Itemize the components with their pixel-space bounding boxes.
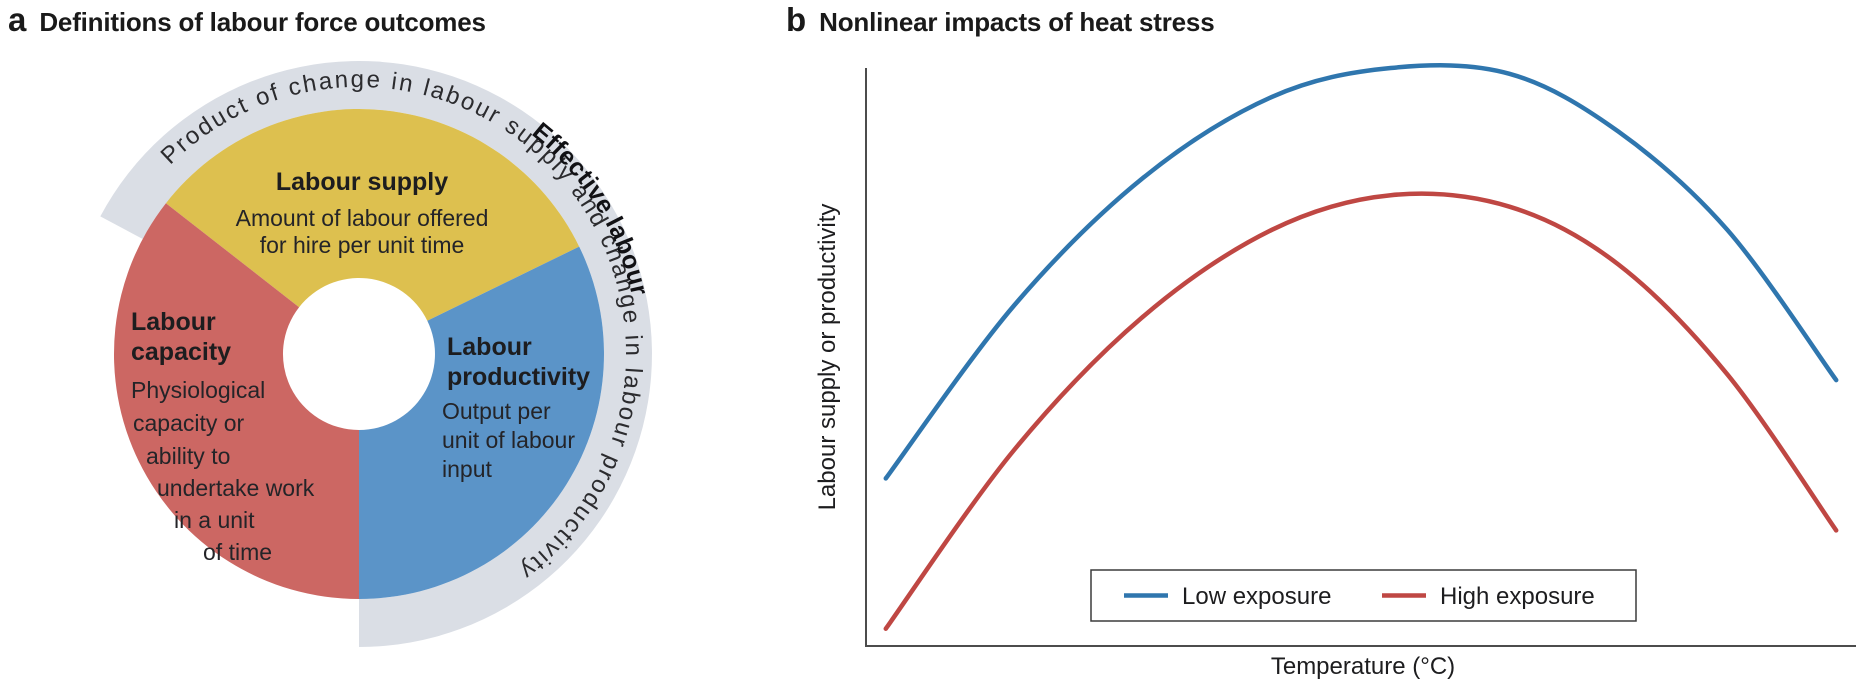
labour-supply-heading: Labour supply — [276, 168, 448, 196]
labour-supply-desc-line2: for hire per unit time — [260, 232, 465, 258]
panel-a-letter: a — [8, 1, 27, 38]
low-exposure-curve — [883, 63, 1839, 481]
labour-productivity-heading-line2: productivity — [447, 363, 590, 391]
labour-productivity-text: Labour productivity Output per unit of l… — [442, 333, 590, 482]
chart-axes — [865, 68, 1856, 647]
x-axis-label: Temperature (°C) — [1271, 653, 1455, 680]
labour-capacity-desc-line1: Physiological — [131, 377, 265, 403]
segment-labour-productivity — [359, 246, 604, 599]
labour-productivity-heading-line1: Labour — [447, 333, 532, 361]
panel-b-title-text: Nonlinear impacts of heat stress — [819, 7, 1215, 37]
legend-low-exposure-label: Low exposure — [1182, 583, 1331, 610]
segment-labour-capacity — [113, 203, 359, 600]
labour-capacity-text: Labour capacity Physiological capacity o… — [131, 308, 315, 565]
labour-capacity-desc-line4: undertake work — [157, 475, 315, 501]
legend-box — [1090, 569, 1637, 622]
panel-a-title: a Definitions of labour force outcomes — [8, 2, 486, 38]
labour-capacity-desc-line2: capacity or — [133, 410, 245, 436]
labour-productivity-desc-line1: Output per — [442, 398, 551, 424]
labour-supply-text: Labour supply Amount of labour offered f… — [236, 168, 489, 258]
labour-productivity-desc-line3: input — [442, 456, 492, 482]
labour-outcomes-donut: Product of change in labour supply and c… — [100, 61, 653, 647]
labour-capacity-desc-line3: ability to — [146, 443, 230, 469]
labour-capacity-heading-line2: capacity — [131, 338, 231, 366]
labour-supply-desc-line1: Amount of labour offered — [236, 205, 489, 231]
panel-a-title-text: Definitions of labour force outcomes — [39, 7, 486, 37]
labour-capacity-desc-line6: of time — [203, 539, 272, 565]
high-exposure-curve — [883, 191, 1839, 631]
legend-high-exposure-label: High exposure — [1440, 583, 1595, 610]
y-axis-label: Labour supply or productivity — [814, 204, 841, 511]
labour-productivity-desc-line2: unit of labour — [442, 427, 575, 453]
labour-capacity-desc-line5: in a unit — [174, 507, 255, 533]
panel-b-title: b Nonlinear impacts of heat stress — [786, 1, 1215, 38]
heat-stress-chart: Low exposure High exposure Temperature (… — [814, 63, 1856, 680]
segment-labour-supply — [165, 108, 580, 321]
labour-capacity-heading-line1: Labour — [131, 308, 216, 336]
panel-b-letter: b — [786, 1, 807, 38]
chart-legend: Low exposure High exposure — [1090, 569, 1637, 622]
